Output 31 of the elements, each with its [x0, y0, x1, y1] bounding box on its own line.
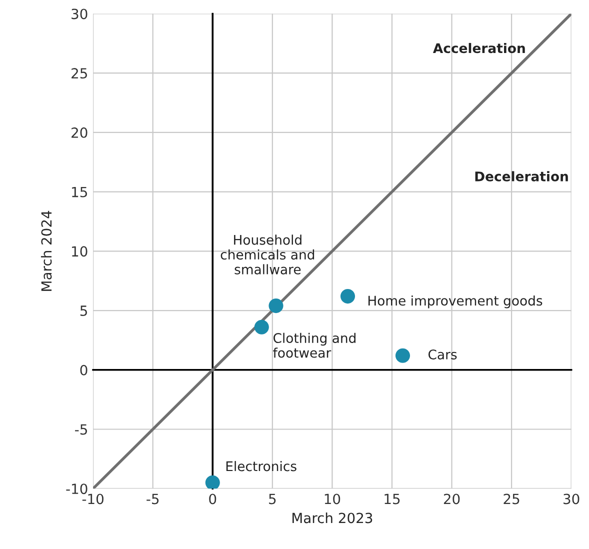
annotation: Household chemicals and smallware — [220, 234, 314, 274]
y-tick-label: 30 — [72, 8, 88, 20]
point — [268, 298, 284, 314]
annotation: Electronics — [226, 461, 296, 472]
y-tick-label: 0 — [80, 364, 88, 376]
annotation: Acceleration — [432, 42, 525, 54]
point — [395, 348, 410, 363]
x-tick-label: 20 — [444, 494, 460, 504]
x-tick-label: 25 — [504, 494, 520, 504]
point — [340, 289, 356, 304]
point — [254, 320, 269, 334]
y-tick-label: -10 — [66, 484, 88, 494]
y-tick-label: 10 — [72, 246, 88, 257]
x-tick-label: -5 — [146, 494, 159, 504]
annotation: Deceleration — [475, 171, 568, 182]
x-tick-label: 10 — [324, 494, 340, 504]
annotation: Cars — [428, 349, 457, 360]
y-tick-label: 25 — [72, 68, 87, 79]
x-tick-label: 0 — [209, 494, 216, 504]
point — [205, 475, 220, 489]
x-tick-label: 15 — [384, 494, 400, 504]
annotation: Home improvement goods — [368, 295, 542, 308]
x-axis-title: March 2023 — [292, 512, 372, 524]
y-tick-label: 15 — [72, 186, 87, 198]
y-axis-title: March 2024 — [40, 210, 52, 291]
x-tick-label: 30 — [564, 494, 580, 504]
y-tick-label: -5 — [75, 424, 87, 435]
annotation: Clothing and footwear — [273, 332, 356, 358]
y-tick-label: 5 — [80, 306, 87, 316]
x-tick-label: 5 — [269, 494, 276, 504]
y-tick-label: 20 — [72, 127, 88, 138]
